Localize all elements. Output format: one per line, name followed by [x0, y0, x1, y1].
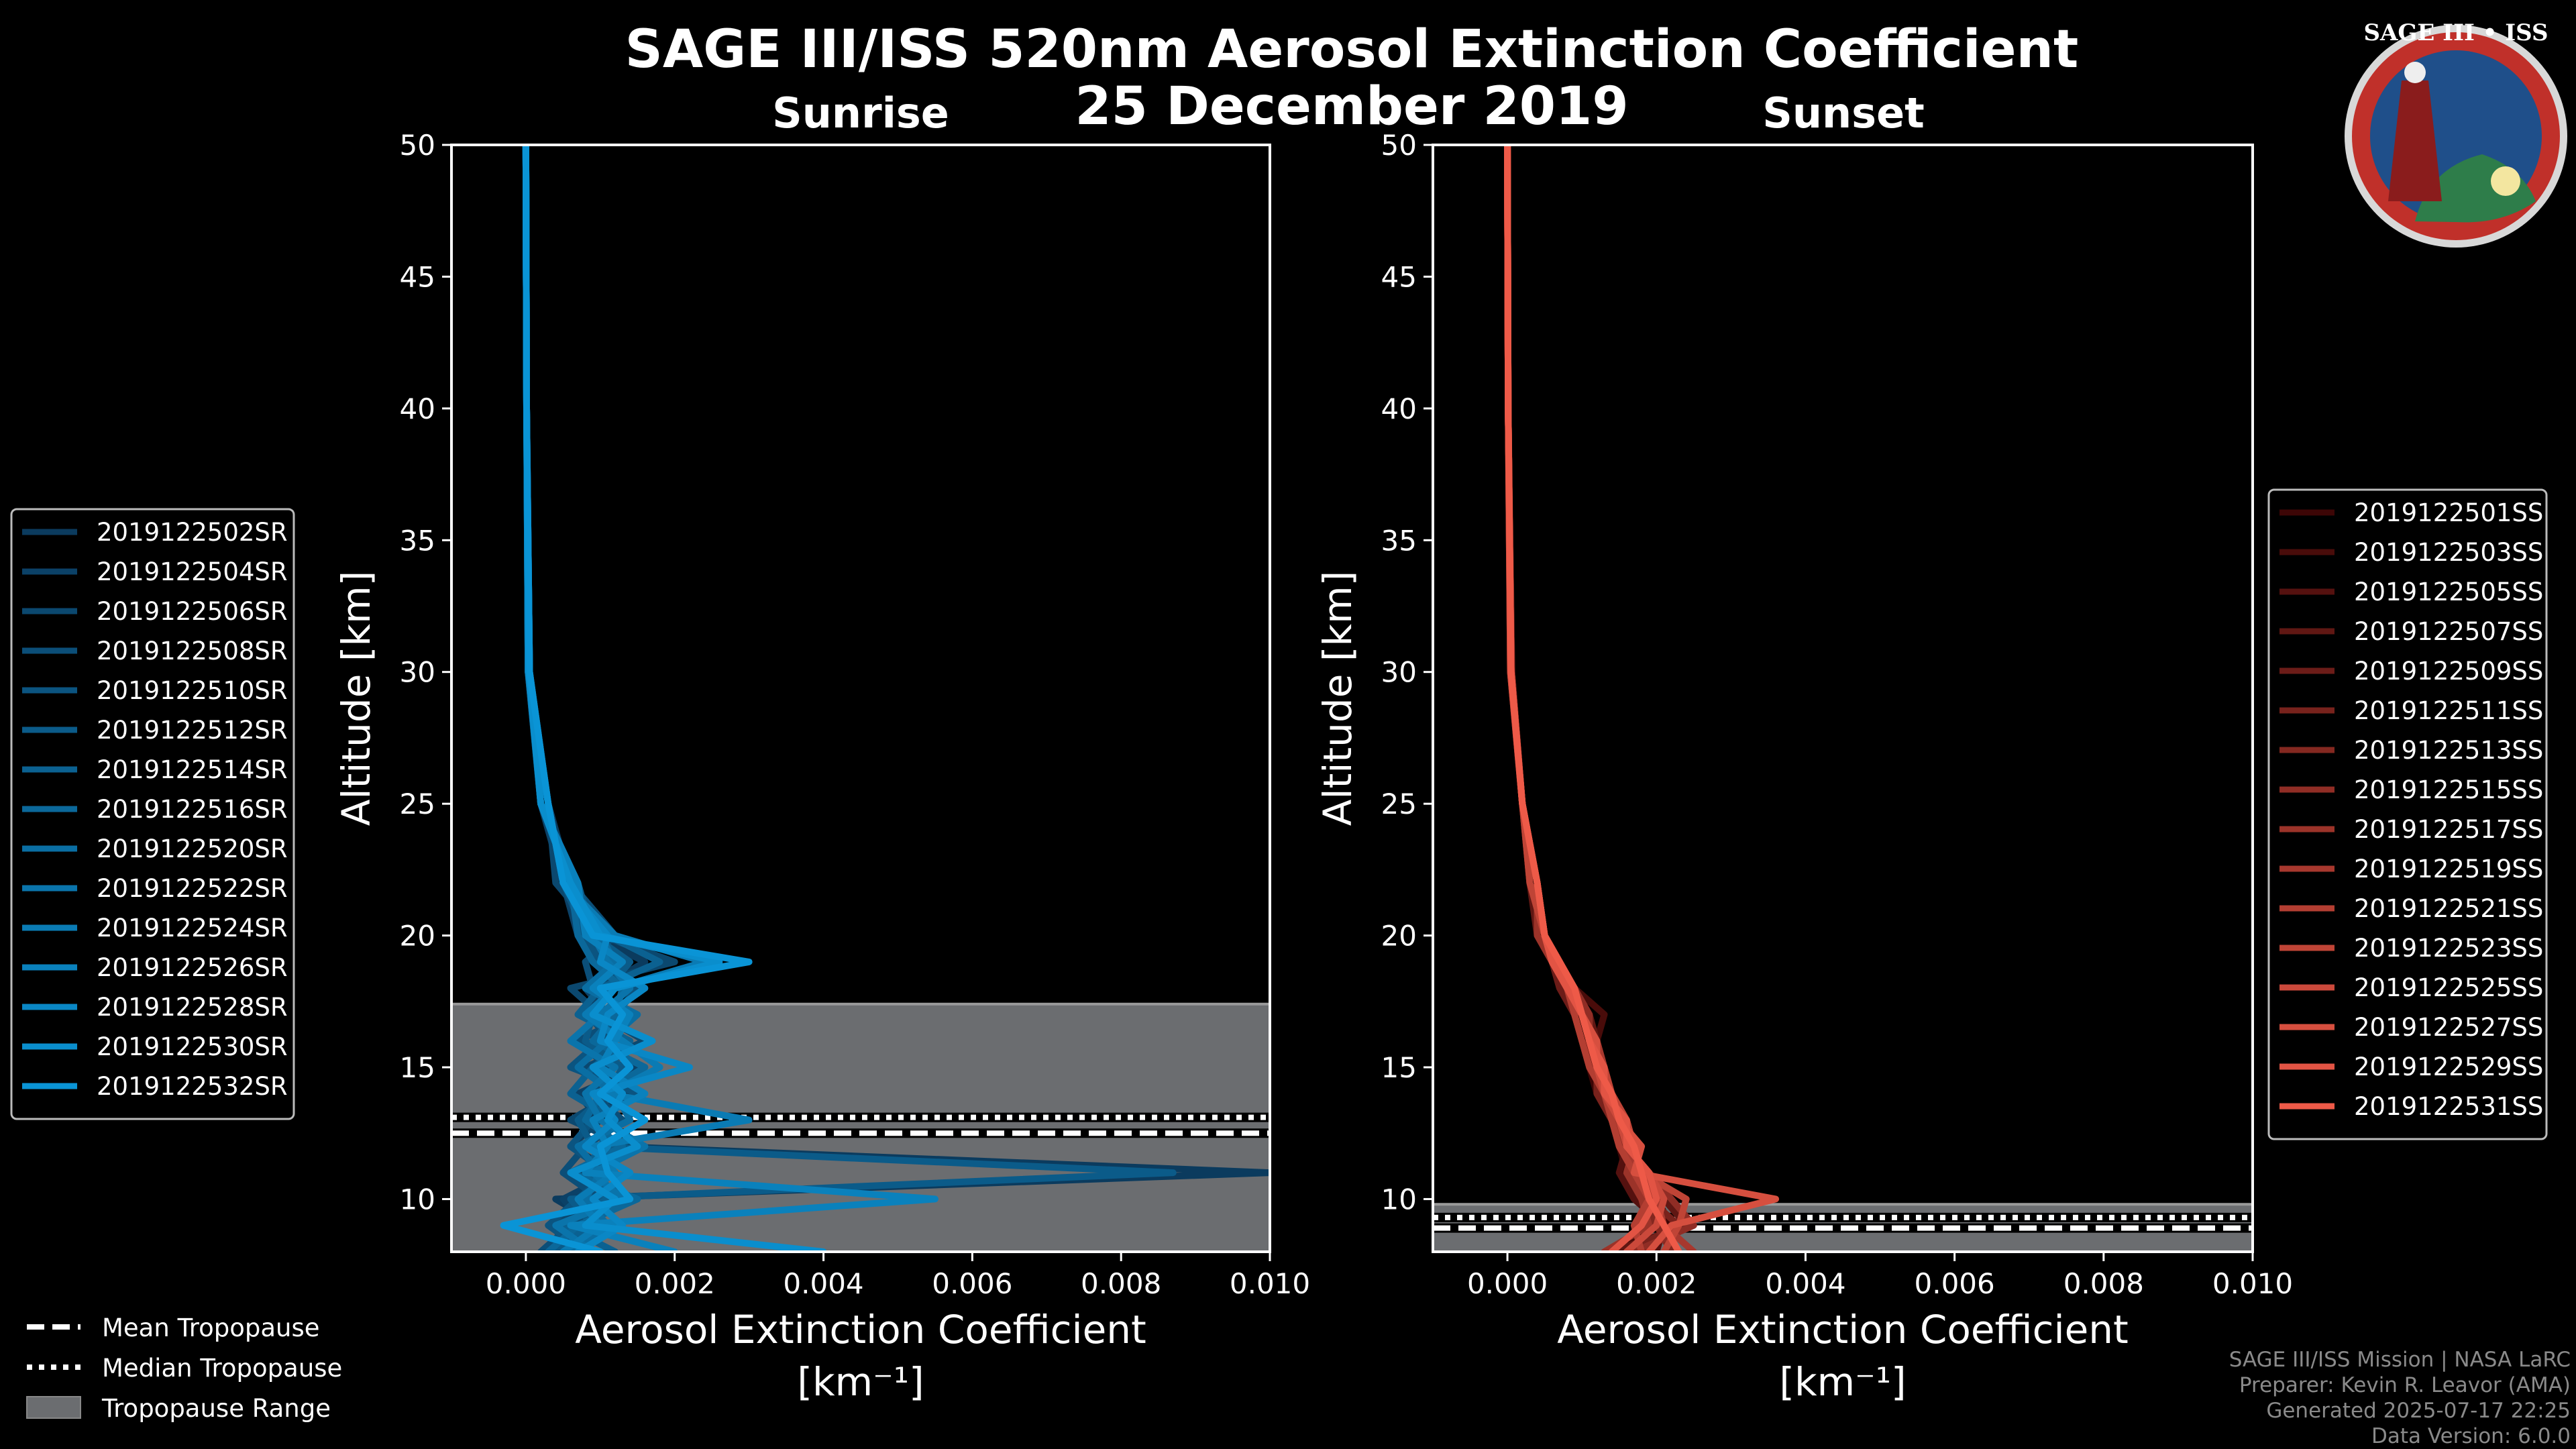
legend-label: 2019122521SS: [2354, 894, 2543, 923]
legend-label: 2019122507SS: [2354, 617, 2543, 646]
x-tick-label: 0.000: [486, 1267, 566, 1300]
x-tick-label: 0.000: [1467, 1267, 1548, 1300]
legend-label: 2019122512SR: [97, 716, 288, 745]
x-tick-label: 0.008: [2063, 1267, 2144, 1300]
legend-label: 2019122506SR: [97, 597, 288, 626]
legend-label: 2019122509SS: [2354, 657, 2543, 686]
credit-line: Data Version: 6.0.0: [2371, 1424, 2571, 1448]
credit-line: Generated 2025-07-17 22:25: [2266, 1399, 2571, 1423]
x-axis-unit: [km⁻¹]: [797, 1359, 924, 1405]
tropopause-range-swatch: [26, 1396, 81, 1419]
x-tick-label: 0.010: [2212, 1267, 2293, 1300]
legend-label: 2019122508SR: [97, 637, 288, 665]
axes-frame: [450, 144, 1271, 1253]
subplot-title: Sunset: [1762, 89, 1925, 138]
y-axis-label: Altitude [km]: [333, 571, 379, 826]
plot-area: [1433, 145, 2253, 1252]
legend-label: 2019122530SR: [97, 1032, 288, 1061]
y-tick-label: 25: [1381, 788, 1417, 820]
credit-line: Preparer: Kevin R. Leavor (AMA): [2239, 1373, 2571, 1397]
x-axis-label: Aerosol Extinction Coefficient: [1557, 1307, 2129, 1352]
x-tick-label: 0.006: [1915, 1267, 1995, 1300]
legend-box: [10, 508, 295, 1120]
y-tick-label: 45: [400, 260, 435, 293]
legend-label: 2019122505SS: [2354, 578, 2543, 606]
y-tick-label: 15: [1381, 1051, 1417, 1084]
legend-label: 2019122531SS: [2354, 1092, 2543, 1121]
legend-label: 2019122502SR: [97, 518, 288, 547]
legend-box: [2267, 488, 2548, 1140]
legend-label: 2019122523SS: [2354, 934, 2543, 963]
legend-label: Mean Tropopause: [102, 1313, 320, 1342]
legend-label: 2019122525SS: [2354, 973, 2543, 1002]
y-tick-label: 30: [1381, 656, 1417, 689]
y-tick-label: 25: [400, 788, 435, 820]
y-tick-label: 10: [400, 1183, 435, 1216]
y-tick-label: 35: [1381, 524, 1417, 557]
y-tick-label: 10: [1381, 1183, 1417, 1216]
legend-label: 2019122529SS: [2354, 1053, 2543, 1081]
legend-label: 2019122504SR: [97, 557, 288, 586]
y-axis-label: Altitude [km]: [1315, 571, 1360, 826]
x-tick-label: 0.006: [932, 1267, 1012, 1300]
axes-frame: [1432, 144, 2254, 1253]
legend-label: 2019122515SS: [2354, 775, 2543, 804]
y-tick-label: 45: [1381, 260, 1417, 293]
y-tick-label: 20: [1381, 920, 1417, 953]
credit-line: SAGE III/ISS Mission | NASA LaRC: [2229, 1348, 2571, 1372]
logo-sun: [2491, 166, 2520, 196]
series-line-2019122531SS: [1504, 145, 1682, 1252]
y-tick-label: 15: [400, 1051, 435, 1084]
y-tick-label: 50: [1381, 129, 1417, 162]
legend-label: 2019122522SR: [97, 874, 288, 903]
y-tick-label: 20: [400, 920, 435, 953]
y-tick-label: 30: [400, 656, 435, 689]
legend-label: 2019122532SR: [97, 1072, 288, 1101]
plot-sunset: Sunset 2019122501SS 2019122503SS 2019122505…: [1315, 89, 2548, 1405]
logo-figure: [2388, 80, 2442, 201]
x-tick-label: 0.002: [635, 1267, 715, 1300]
series-line-2019122530SR: [522, 145, 827, 1252]
legend-label: 2019122517SS: [2354, 815, 2543, 844]
sage-logo: SAGE III • ISS: [2345, 19, 2567, 248]
legend-label: 2019122516SR: [97, 795, 288, 824]
legend-label: 2019122510SR: [97, 676, 288, 705]
legend-label: 2019122520SR: [97, 835, 288, 863]
series-line-2019122532SR: [500, 145, 753, 1252]
x-tick-label: 0.008: [1081, 1267, 1161, 1300]
legend-label: 2019122511SS: [2354, 696, 2543, 725]
legend-label: 2019122513SS: [2354, 736, 2543, 765]
tropopause-legend: Mean Tropopause Median Tropopause Tropop…: [26, 1313, 342, 1423]
y-tick-label: 35: [400, 524, 435, 557]
x-axis-label: Aerosol Extinction Coefficient: [575, 1307, 1146, 1352]
credits: SAGE III/ISS Mission | NASA LaRC Prepare…: [2229, 1348, 2571, 1448]
legend-label: Tropopause Range: [101, 1394, 331, 1423]
legend-label: 2019122524SR: [97, 914, 288, 943]
legend-label: 2019122501SS: [2354, 498, 2543, 527]
legend-label: 2019122503SS: [2354, 538, 2543, 567]
x-tick-label: 0.004: [1765, 1267, 1845, 1300]
x-tick-label: 0.002: [1616, 1267, 1697, 1300]
x-tick-label: 0.010: [1230, 1267, 1310, 1300]
logo-head: [2404, 62, 2426, 83]
legend-label: Median Tropopause: [102, 1354, 342, 1383]
x-tick-label: 0.004: [783, 1267, 863, 1300]
figure-date: 25 December 2019: [1075, 76, 1628, 137]
figure-title: SAGE III/ISS 520nm Aerosol Extinction Co…: [625, 19, 2079, 80]
y-tick-label: 40: [1381, 392, 1417, 425]
plot-sunrise: Sunrise 2019122502SR 2019122504SR 201912250…: [10, 89, 1310, 1405]
plot-area: [451, 145, 1270, 1252]
logo-text: SAGE III • ISS: [2363, 19, 2548, 46]
legend-label: 2019122527SS: [2354, 1013, 2543, 1042]
legend-label: 2019122514SR: [97, 755, 288, 784]
y-tick-label: 40: [400, 392, 435, 425]
x-axis-unit: [km⁻¹]: [1779, 1359, 1906, 1405]
legend-label: 2019122528SR: [97, 993, 288, 1022]
legend-label: 2019122519SS: [2354, 855, 2543, 883]
subplot-title: Sunrise: [772, 89, 949, 138]
y-tick-label: 50: [400, 129, 435, 162]
legend-label: 2019122526SR: [97, 953, 288, 982]
